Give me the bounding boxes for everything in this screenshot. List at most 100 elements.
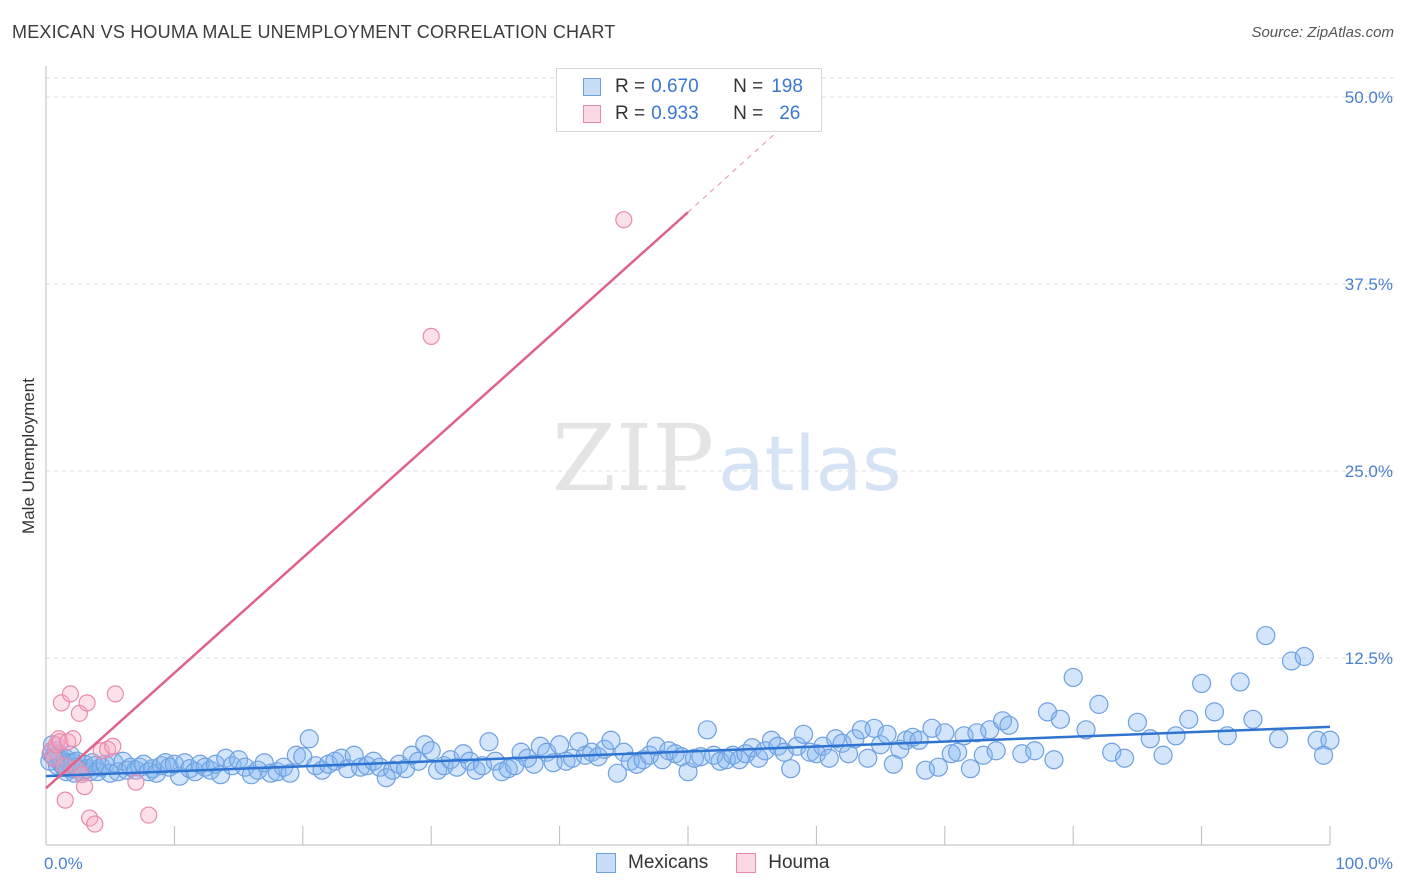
mexicans-point [948,742,968,762]
mexicans-point [1191,673,1212,694]
mexicans-point [286,745,306,765]
mexicans-point [1256,625,1276,646]
mexicans-point [1204,702,1225,722]
mexicans-point [1114,748,1135,768]
houma-point [56,791,74,809]
watermark-zip: ZIP [552,405,714,512]
mexicans-point [1179,709,1199,729]
houma-point [422,327,440,345]
chart-title: MEXICAN VS HOUMA MALE UNEMPLOYMENT CORRE… [12,22,616,42]
mexicans-point [164,754,184,774]
series-legend: Mexicans Houma [596,852,858,874]
mexicans-point [960,759,981,779]
mexicans-point [781,759,801,779]
mexicans-point [819,748,839,768]
houma-point [52,694,71,712]
mexicans-point [549,735,570,755]
mexicans-point [299,729,319,749]
mexicans-point [909,730,929,750]
source-label: Source: ZipAtlas.com [1251,24,1394,41]
y-tick-label: 50.0% [1345,88,1393,107]
stats-legend: R = 0.670 N = 198 R = 0.933 N = 26 [556,68,822,132]
legend-n-label: N = [733,76,764,97]
mexicans-point [607,763,627,783]
mexicans-point [1166,726,1186,746]
mexicans-point [1063,667,1083,688]
houma-point [64,730,82,748]
mexicans-point [1294,646,1314,667]
mexicans-point [999,715,1019,735]
mexicans-point [180,759,200,779]
mexicans-point [684,748,705,768]
mexicans-point [1281,651,1302,671]
mexicans-point [1044,750,1064,770]
mexicans-swatch [583,78,601,96]
mexicans-point [877,724,897,744]
legend-r-label: R = [615,103,646,124]
legend-row-houma: R = 0.933 N = 26 [583,101,800,127]
y-axis-label: Male Unemployment [19,378,38,534]
mexicans-point [1269,729,1289,749]
mexicans-points [40,625,1340,788]
y-tick-label: 37.5% [1345,275,1393,294]
houma-point [78,694,96,712]
mexicans-point [479,732,499,752]
mexicans-point [1089,694,1109,714]
mexicans-point [858,748,878,768]
mexicans-point [280,763,300,783]
mexicans-legend-label: Mexicans [628,852,709,873]
legend-r-value: 0.670 [651,76,699,97]
axes [45,66,1331,846]
x-tick-label: 0.0% [44,854,83,873]
mexicans-point [1025,741,1045,761]
houma-legend-swatch [736,853,757,873]
mexicans-point [472,756,493,776]
mexicans-legend-swatch [596,853,616,873]
y-tick-label: 12.5% [1345,649,1393,668]
mexicans-point [190,754,210,774]
houma-point [99,740,117,758]
mexicans-point [588,747,608,767]
mexicans-point [1050,709,1070,729]
houma-legend-label: Houma [768,852,830,873]
mexicans-point [935,723,955,743]
mexicans-point [453,744,473,764]
legend-r-label: R = [615,76,646,97]
mexicans-point [922,718,942,738]
mexicans-point [524,754,544,774]
mexicans-trend-line [45,725,1331,778]
watermark-atlas: atlas [718,419,902,508]
mexicans-point [1243,709,1263,729]
legend-item-houma[interactable]: Houma [736,852,830,874]
legend-n-value: 26 [779,103,801,124]
houma-point [86,815,104,833]
y-tick-labels: 12.5% 25.0% 37.5% 50.0% [1345,88,1393,668]
mexicans-point [1076,720,1096,740]
legend-n-label: N = [733,103,764,124]
mexicans-point [793,724,814,744]
mexicans-point [986,741,1006,761]
houma-point [106,685,124,703]
mexicans-point [832,733,852,753]
x-tick-labels: 0.0% 100.0% [44,854,1393,873]
trend-lines [45,118,1331,790]
mexicans-point [941,744,961,764]
houma-point [61,685,79,703]
houma-point [75,778,94,796]
grid [46,77,1394,659]
y-tick-label: 25.0% [1345,462,1393,481]
houma-points [42,211,633,833]
legend-item-mexicans[interactable]: Mexicans [596,852,708,874]
mexicans-point [697,720,717,740]
mexicans-point [755,741,775,761]
mexicans-point [421,741,441,761]
houma-swatch [583,105,601,123]
houma-point [140,806,158,824]
houma-point [127,773,145,791]
mexicans-point [973,745,993,765]
x-tick-label: 100.0% [1335,854,1393,873]
mexicans-point [1230,672,1250,692]
legend-r-value: 0.933 [651,103,699,124]
houma-trend-line [45,211,689,790]
